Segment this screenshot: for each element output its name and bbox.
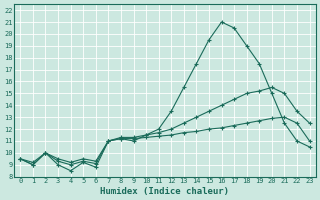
X-axis label: Humidex (Indice chaleur): Humidex (Indice chaleur) xyxy=(100,187,229,196)
